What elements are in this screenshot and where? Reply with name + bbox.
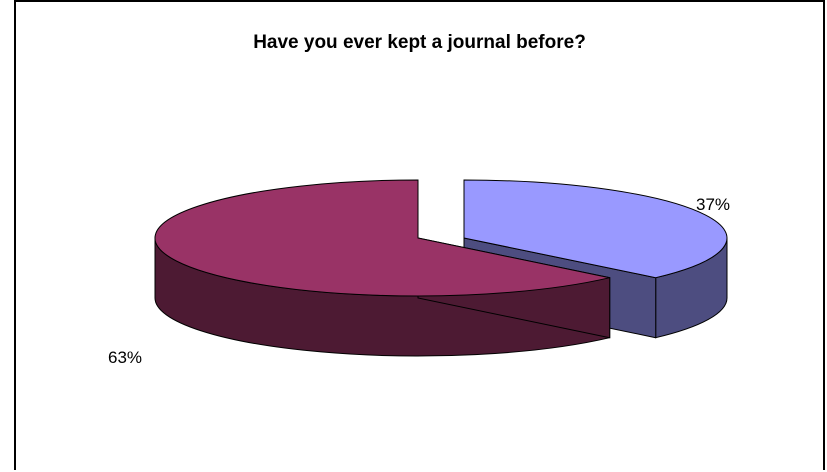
- pie-slice-1: [154, 179, 611, 357]
- pie-slice-top: [154, 179, 610, 297]
- data-label-0: 37%: [696, 195, 730, 214]
- pie-chart: 37% 63%: [108, 179, 730, 367]
- chart-title: Have you ever kept a journal before?: [253, 32, 586, 53]
- data-label-1: 63%: [108, 348, 142, 367]
- chart-area: Have you ever kept a journal before? 37%…: [14, 0, 825, 470]
- pie-slice-top: [463, 179, 728, 279]
